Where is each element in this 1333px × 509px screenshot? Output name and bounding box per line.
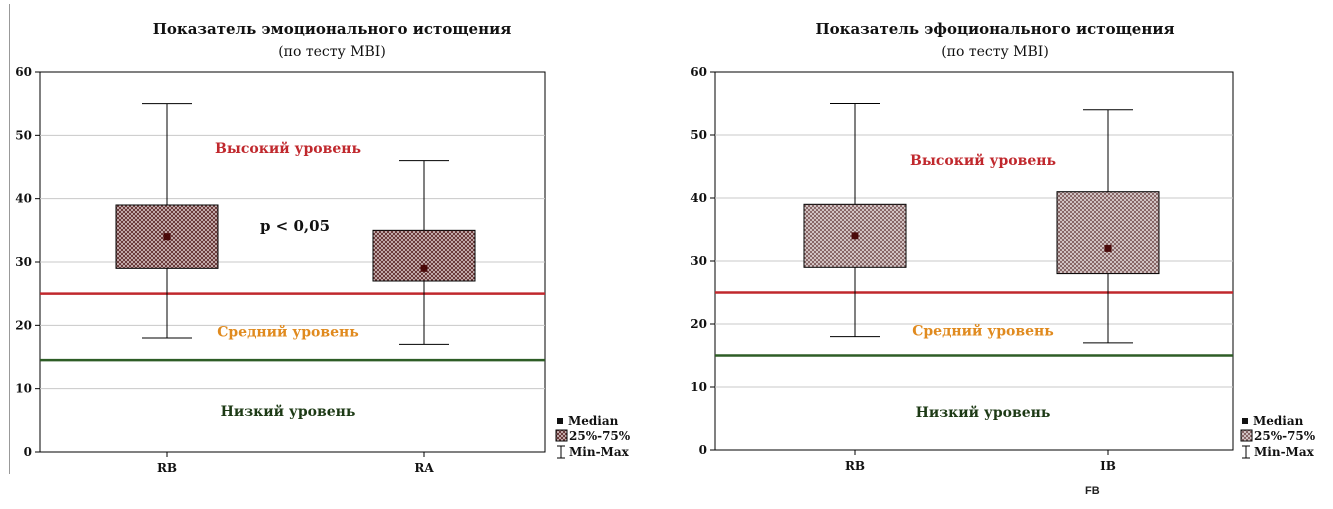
legend-median-label: Median xyxy=(1253,414,1304,428)
boxplot-chart-right: Показатель эфоционального истощения (по т… xyxy=(690,20,1316,473)
y-tick-label: 30 xyxy=(15,255,32,269)
median-marker xyxy=(163,233,171,241)
zone-label: Низкий уровень xyxy=(916,404,1051,421)
legend-median-label: Median xyxy=(568,414,619,428)
zone-label: Высокий уровень xyxy=(910,152,1056,169)
legend-minmax-label: Min-Max xyxy=(569,445,630,459)
median-marker xyxy=(851,232,859,240)
legend-iqr-label: 25%-75% xyxy=(569,429,631,443)
chart-title: Показатель эфоционального истощения xyxy=(815,20,1174,38)
zone-label: Высокий уровень xyxy=(215,140,361,157)
chart-subtitle: (по тесту MBI) xyxy=(941,44,1049,60)
y-tick-label: 20 xyxy=(15,318,32,332)
y-tick-label: 60 xyxy=(690,65,707,79)
y-tick-label: 0 xyxy=(24,445,32,459)
zone-label: Низкий уровень xyxy=(221,403,356,420)
median-marker xyxy=(420,264,428,272)
x-category-label: IB xyxy=(1100,459,1116,473)
legend-iqr-label: 25%-75% xyxy=(1254,429,1316,443)
chart-title: Показатель эмоционального истощения xyxy=(153,20,512,38)
zone-label: Средний уровень xyxy=(912,322,1054,339)
y-tick-label: 30 xyxy=(690,254,707,268)
y-tick-label: 0 xyxy=(699,443,707,457)
footer-label: FB xyxy=(1085,485,1100,497)
chart-panel-right: Показатель эфоционального истощения (по т… xyxy=(675,0,1333,480)
x-category-label: RB xyxy=(845,459,865,473)
iqr-box xyxy=(1056,191,1160,275)
x-category-label: RA xyxy=(414,461,434,475)
median-marker xyxy=(1104,244,1112,252)
chart-panel-left: Показатель эмоционального истощения (по т… xyxy=(0,0,658,480)
y-tick-label: 50 xyxy=(15,128,32,142)
chart-subtitle: (по тесту MBI) xyxy=(278,44,386,60)
p-value-annotation: p < 0,05 xyxy=(260,217,330,235)
boxplot-chart-left: Показатель эмоционального истощения (по т… xyxy=(15,20,631,475)
y-tick-label: 10 xyxy=(690,380,707,394)
iqr-box xyxy=(372,229,476,282)
legend-iqr-swatch xyxy=(555,429,568,442)
y-tick-label: 50 xyxy=(690,128,707,142)
y-tick-label: 40 xyxy=(15,192,32,206)
y-tick-label: 40 xyxy=(690,191,707,205)
legend-median-swatch xyxy=(1242,418,1248,424)
legend-median-swatch xyxy=(557,418,563,424)
panel-border xyxy=(9,4,10,474)
y-tick-label: 20 xyxy=(690,317,707,331)
legend-minmax-label: Min-Max xyxy=(1254,445,1315,459)
legend-iqr-swatch xyxy=(1240,429,1253,442)
zone-label: Средний уровень xyxy=(217,324,359,341)
y-tick-label: 10 xyxy=(15,382,32,396)
x-category-label: RB xyxy=(157,461,177,475)
y-tick-label: 60 xyxy=(15,65,32,79)
